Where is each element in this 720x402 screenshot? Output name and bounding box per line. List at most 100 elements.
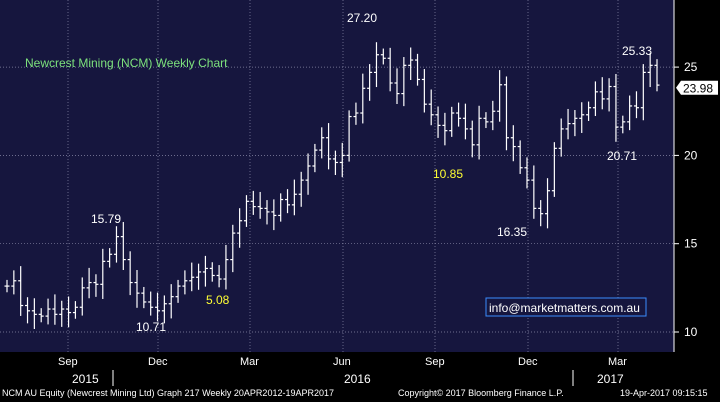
price-bar — [161, 295, 167, 324]
x-year-label: 2016 — [344, 372, 371, 386]
price-bar — [59, 300, 65, 327]
price-bar — [298, 171, 304, 207]
price-bar — [449, 106, 455, 137]
price-bar — [305, 153, 311, 195]
price-bar — [134, 270, 140, 308]
price-bar — [141, 286, 147, 309]
price-bar — [107, 248, 113, 268]
price-bar — [510, 125, 516, 162]
price-annotation: 5.08 — [206, 293, 230, 307]
price-bar — [408, 47, 414, 80]
price-bar — [613, 73, 619, 142]
price-bar — [633, 91, 639, 119]
footer-security: NCM AU Equity (Newcrest Mining Ltd) Grap… — [2, 388, 334, 398]
price-bar — [257, 191, 263, 219]
price-bar — [196, 263, 202, 290]
price-bar — [531, 165, 537, 219]
price-bar — [592, 81, 598, 117]
price-bars — [4, 42, 660, 329]
price-bar — [45, 298, 51, 325]
x-month-label: Sep — [58, 356, 78, 368]
price-bar — [31, 298, 37, 329]
price-annotation: 25.33 — [622, 44, 652, 58]
price-bar — [599, 77, 605, 110]
watermark-text: info@marketmatters.com.au — [489, 301, 640, 315]
price-bar — [209, 262, 215, 282]
price-bar — [476, 105, 482, 160]
price-bar — [503, 76, 509, 151]
price-bar — [360, 73, 366, 124]
price-bar — [353, 102, 359, 125]
price-annotation: 10.85 — [433, 167, 463, 181]
price-bar — [127, 251, 133, 296]
price-bar — [250, 190, 256, 215]
price-bar — [72, 301, 78, 319]
plot-area — [0, 0, 674, 352]
price-bar — [168, 284, 174, 319]
price-annotation: 27.20 — [347, 11, 377, 25]
price-bar — [319, 127, 325, 159]
price-bar — [558, 118, 564, 157]
price-annotation: 10.71 — [136, 320, 166, 334]
price-bar — [346, 110, 352, 162]
price-annotation: 16.35 — [497, 225, 527, 239]
price-bar — [79, 277, 85, 316]
footer-bar — [0, 386, 720, 402]
price-bar — [148, 291, 154, 316]
price-bar — [442, 112, 448, 146]
price-bar — [545, 178, 551, 229]
footer-copyright: Copyright© 2017 Bloomberg Finance L.P. — [398, 388, 564, 398]
price-bar — [620, 115, 626, 134]
price-bar — [38, 308, 44, 323]
price-bar — [373, 42, 379, 88]
price-bar — [243, 195, 249, 227]
x-year-label: 2015 — [72, 372, 99, 386]
price-bar — [189, 262, 195, 292]
price-bar — [25, 297, 31, 324]
y-tick-label: 20 — [684, 148, 698, 162]
price-bar — [100, 248, 106, 299]
price-annotation: 20.71 — [607, 149, 637, 163]
chart-title: Newcrest Mining (NCM) Weekly Chart — [25, 56, 228, 70]
price-bar — [538, 200, 544, 227]
price-bar — [551, 142, 557, 197]
price-bar — [216, 265, 222, 288]
price-bar — [326, 123, 332, 170]
price-bar — [627, 95, 633, 131]
price-bar — [312, 143, 318, 173]
price-bar — [237, 208, 243, 248]
last-price-label: 23.98 — [683, 82, 713, 96]
price-bar — [285, 189, 291, 214]
x-month-label: Mar — [608, 356, 627, 368]
x-axis: Sep Dec Mar Jun Sep Dec Mar 2015 2016 2017 — [58, 356, 627, 386]
price-bar — [18, 266, 24, 316]
x-month-label: Sep — [425, 356, 445, 368]
price-bar — [469, 120, 475, 158]
price-bar — [278, 193, 284, 222]
price-bar — [647, 52, 653, 88]
price-bar — [462, 103, 468, 140]
price-bar — [230, 224, 236, 273]
price-bar — [155, 292, 161, 322]
price-bar — [332, 150, 338, 176]
price-bar — [271, 199, 277, 231]
price-bar — [66, 296, 72, 328]
price-bar — [86, 267, 92, 299]
price-bar — [579, 102, 585, 133]
price-bar — [586, 101, 592, 121]
price-bar — [52, 294, 58, 325]
last-price-tag: 23.98 — [676, 80, 718, 96]
x-year-label: 2017 — [597, 372, 624, 386]
price-bar — [497, 70, 503, 122]
price-bar — [4, 279, 10, 293]
price-bar — [120, 221, 126, 271]
y-tick-label: 10 — [684, 325, 698, 339]
price-bar — [572, 110, 578, 137]
price-bar — [113, 226, 119, 263]
price-bar — [11, 270, 17, 295]
price-bar — [517, 140, 523, 174]
price-bar — [380, 48, 386, 65]
price-bar — [456, 102, 462, 127]
price-bar — [339, 142, 345, 178]
price-chart: 10 15 20 25 Sep Dec Mar Jun Sep Dec Mar 2015 2016 20… — [0, 0, 720, 386]
